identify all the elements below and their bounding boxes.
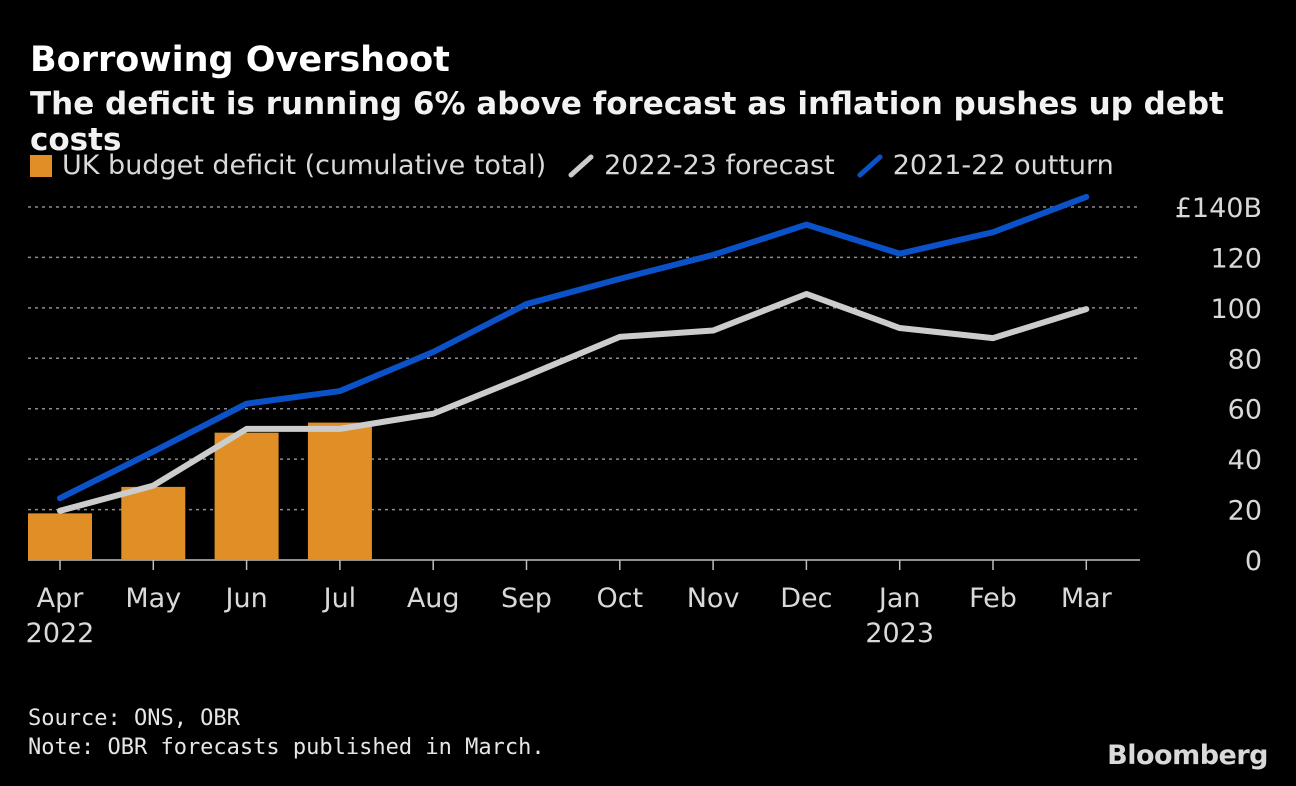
forecast-line — [57, 290, 1090, 514]
deficit-bar — [28, 513, 92, 560]
y-tick-label: 80 — [1228, 344, 1262, 375]
y-tick-label: 100 — [1210, 294, 1262, 325]
legend: UK budget deficit (cumulative total) 202… — [30, 150, 1136, 181]
legend-item-deficit: UK budget deficit (cumulative total) — [30, 150, 546, 181]
x-tick-label: Feb — [969, 583, 1017, 614]
x-tick-label: Aug — [407, 583, 460, 614]
y-tick-label: 60 — [1228, 395, 1262, 426]
legend-swatch-deficit — [30, 154, 52, 177]
chart-subtitle: The deficit is running 6% above forecast… — [30, 86, 1224, 158]
chart-plot-area: 0 20 40 60 80 100 120 £140B Apr 2022 May Jun Jul Aug S… — [26, 193, 1262, 649]
deficit-bar — [121, 486, 186, 560]
x-tick-label: Nov — [687, 583, 740, 614]
y-tick-label: 120 — [1210, 243, 1262, 274]
x-year-label: 2022 — [26, 618, 95, 649]
deficit-bar — [214, 432, 279, 560]
x-tick-label: Sep — [501, 583, 552, 614]
legend-label-outturn: 2021-22 outturn — [892, 150, 1114, 181]
bloomberg-logo: Bloomberg — [1107, 740, 1268, 771]
x-tick-label: Oct — [596, 583, 643, 614]
x-tick-label: Jun — [224, 583, 268, 614]
footnote: Note: OBR forecasts published in March. — [28, 735, 545, 760]
x-year-label: 2023 — [865, 618, 934, 649]
outturn-line — [57, 193, 1090, 502]
source-note: Source: ONS, OBR — [28, 706, 240, 731]
x-tick-label: May — [125, 583, 181, 614]
legend-label-deficit: UK budget deficit (cumulative total) — [62, 150, 547, 181]
x-tick-label: Jan — [877, 583, 921, 614]
y-tick-label: 20 — [1228, 496, 1262, 527]
x-tick-label: Apr — [37, 583, 85, 614]
y-tick-label: £140B — [1175, 193, 1262, 224]
legend-item-outturn: 2021-22 outturn — [857, 150, 1114, 181]
x-tick-label: Mar — [1061, 583, 1113, 614]
x-tick-label: Dec — [780, 583, 832, 614]
y-tick-label: 40 — [1228, 445, 1262, 476]
x-tick-label: Jul — [322, 583, 357, 614]
y-tick-label: 0 — [1245, 546, 1262, 577]
legend-label-forecast: 2022-23 forecast — [604, 150, 835, 181]
legend-swatch-outturn — [857, 154, 883, 178]
deficit-bar — [307, 422, 372, 560]
legend-item-forecast: 2022-23 forecast — [568, 150, 835, 181]
legend-swatch-forecast — [568, 154, 594, 178]
chart-title: Borrowing Overshoot — [30, 40, 450, 80]
